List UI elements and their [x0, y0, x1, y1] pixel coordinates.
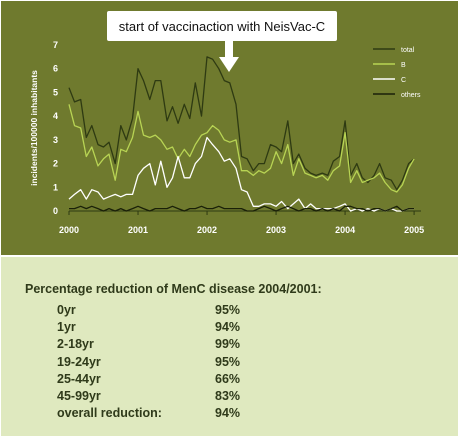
down-arrow-icon — [219, 39, 239, 72]
y-tick-label: 4 — [53, 111, 58, 121]
line-chart: 0 1 2 3 4 5 6 7 2000 2001 2002 2003 2004 2005 incident… — [29, 40, 424, 235]
table-title: Percentage reduction of MenC disease 200… — [25, 282, 322, 296]
age-group-label: 19-24yr — [57, 354, 101, 369]
reduction-value: 99% — [215, 337, 241, 352]
age-group-label: 1yr — [57, 320, 76, 335]
table-row: 45-99yr 83% — [57, 389, 240, 403]
reduction-table: Percentage reduction of MenC disease 200… — [1, 257, 458, 436]
table-row: 19-24yr 95% — [57, 354, 240, 369]
table-row: 1yr 94% — [57, 320, 240, 335]
age-group-label: 45-99yr — [57, 389, 101, 403]
reduction-value: 94% — [215, 406, 241, 421]
chart-panel: 0 1 2 3 4 5 6 7 2000 2001 2002 2003 2004 2005 incident… — [1, 1, 458, 255]
age-group-label: 0yr — [57, 303, 76, 317]
legend-label-c: C — [401, 77, 406, 84]
age-group-label: 25-44yr — [57, 371, 101, 386]
table-row: 25-44yr 66% — [57, 371, 240, 386]
y-tick-label: 5 — [53, 87, 58, 97]
age-group-label: overall reduction: — [57, 406, 162, 421]
series-line-total — [68, 56, 415, 191]
x-tick-label: 2000 — [59, 225, 79, 235]
reduction-value: 95% — [215, 354, 241, 369]
y-tick-label: 6 — [53, 64, 58, 74]
age-group-label: 2-18yr — [57, 337, 94, 352]
y-tick-label: 3 — [53, 135, 58, 145]
series-line-b — [68, 104, 415, 193]
table-row: 2-18yr 99% — [57, 337, 240, 352]
legend-label-total: total — [401, 47, 415, 54]
y-tick-label: 1 — [53, 182, 58, 192]
x-tick-label: 2001 — [128, 225, 148, 235]
series-line-c — [68, 136, 415, 212]
vaccination-annotation: start of vaccinaction with NeisVac-C — [107, 11, 337, 41]
x-tick-label: 2005 — [404, 225, 424, 235]
x-tick-label: 2003 — [266, 225, 286, 235]
x-tick-label: 2004 — [335, 225, 355, 235]
legend-label-b: B — [401, 62, 406, 69]
series-line-others — [69, 205, 415, 212]
y-tick-label: 7 — [53, 40, 58, 50]
table-row: overall reduction: 94% — [57, 406, 240, 421]
y-tick-label: 0 — [53, 206, 58, 216]
x-tick-label: 2002 — [197, 225, 217, 235]
reduction-value: 66% — [215, 371, 241, 386]
reduction-value: 95% — [215, 303, 241, 317]
legend-label-others: others — [401, 92, 421, 99]
reduction-value: 83% — [215, 389, 241, 403]
y-axis-label: incidents/100000 inhabitants — [29, 70, 39, 186]
reduction-value: 94% — [215, 320, 241, 335]
table-row: 0yr 95% — [57, 303, 240, 317]
y-tick-label: 2 — [53, 159, 58, 169]
